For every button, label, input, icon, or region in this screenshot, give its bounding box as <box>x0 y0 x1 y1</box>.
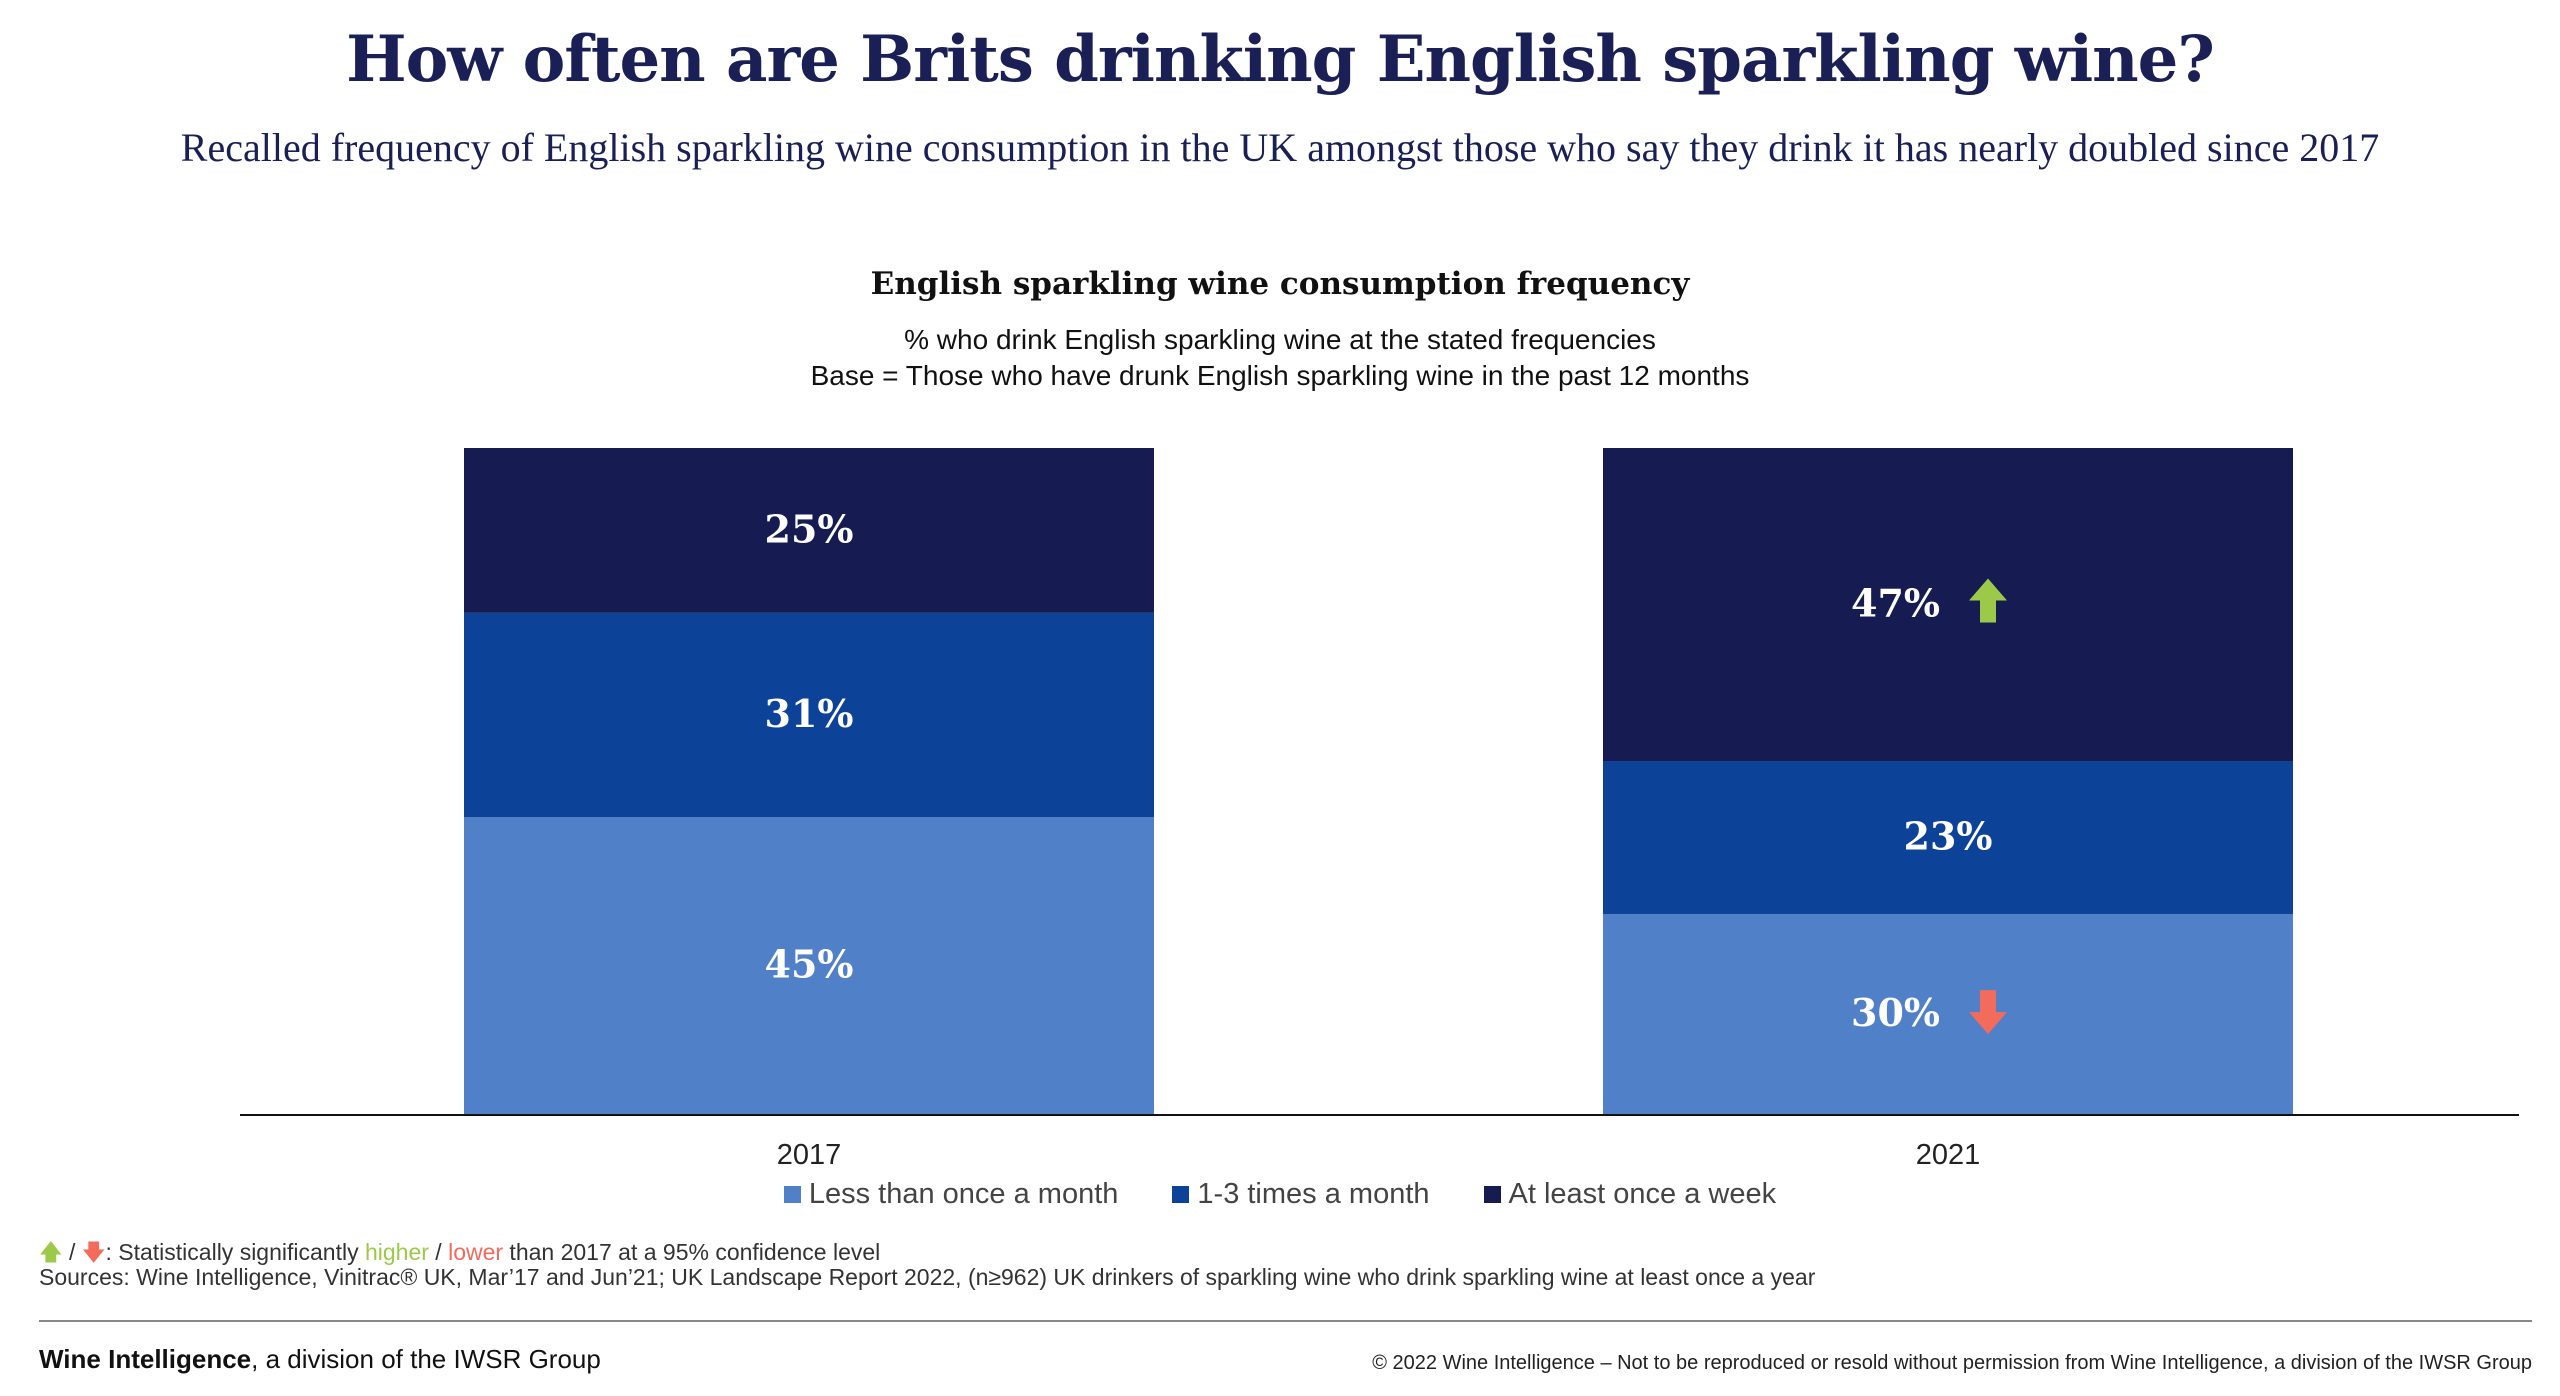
arrow-up-icon: 🡅 <box>39 1239 63 1265</box>
legend-label: 1-3 times a month <box>1197 1178 1430 1210</box>
chart-subtitle: % who drink English sparkling wine at th… <box>904 324 1656 355</box>
bar-segment <box>1603 448 2293 762</box>
x-tick-label: 2017 <box>777 1139 842 1171</box>
footer-divider <box>39 1320 2532 1322</box>
arrow-up-icon <box>1969 578 2007 623</box>
bar-segment <box>1603 761 2293 915</box>
x-tick-label: 2021 <box>1916 1139 1981 1171</box>
legend-swatch <box>1172 1186 1190 1203</box>
legend-label: At least once a week <box>1508 1178 1777 1210</box>
page-subtitle: Recalled frequency of English sparkling … <box>180 125 2380 170</box>
data-label: 45% <box>765 942 854 987</box>
legend-label: Less than once a month <box>808 1178 1119 1210</box>
legend: Less than once a month 1-3 times a month… <box>0 1178 2560 1211</box>
brand-suffix: , a division of the IWSR Group <box>251 1344 601 1374</box>
bar-segment <box>464 612 1154 818</box>
page-title: How often are Brits drinking English spa… <box>346 22 2215 97</box>
chart-base: Base = Those who have drunk English spar… <box>810 360 1750 391</box>
data-label: 31% <box>765 691 854 736</box>
footnote-lower: lower <box>448 1239 504 1265</box>
footnote-text: : Statistically significantly <box>105 1239 365 1265</box>
footnote-higher: higher <box>364 1239 429 1265</box>
copyright: © 2022 Wine Intelligence – Not to be rep… <box>1372 1352 2532 1374</box>
footnote-sep: / <box>62 1239 82 1265</box>
footnote-text: than 2017 at a 95% confidence level <box>503 1239 881 1265</box>
footer-brand: Wine Intelligence, a division of the IWS… <box>39 1344 601 1375</box>
arrow-down-icon: 🡇 <box>81 1239 106 1265</box>
sources-note: Sources: Wine Intelligence, Vinitrac® UK… <box>39 1264 1816 1290</box>
brand-name: Wine Intelligence <box>39 1344 252 1374</box>
legend-item-weekly: At least once a week <box>1483 1178 1777 1211</box>
bar-segment <box>464 817 1154 1114</box>
data-label: 30% <box>1851 990 1940 1035</box>
legend-swatch <box>783 1186 801 1203</box>
data-label: 23% <box>1904 814 1993 859</box>
data-label: 47% <box>1851 581 1940 626</box>
legend-swatch <box>1483 1186 1501 1203</box>
footnote-sep: / <box>428 1239 449 1265</box>
arrow-down-icon <box>1969 990 2007 1035</box>
data-label: 25% <box>765 506 854 551</box>
bar-segment <box>1603 914 2293 1114</box>
legend-item-1-3-monthly: 1-3 times a month <box>1172 1178 1430 1211</box>
legend-item-less-than-monthly: Less than once a month <box>783 1178 1119 1211</box>
significance-footnote: 🡅 / 🡇: Statistically significantly highe… <box>39 1236 880 1275</box>
bar-segment <box>464 448 1154 613</box>
stacked-bar-chart: 45% 31% 25% 2017 30% 23% 47% 2021 <box>240 448 2519 1171</box>
chart-title: English sparkling wine consumption frequ… <box>870 266 1690 302</box>
